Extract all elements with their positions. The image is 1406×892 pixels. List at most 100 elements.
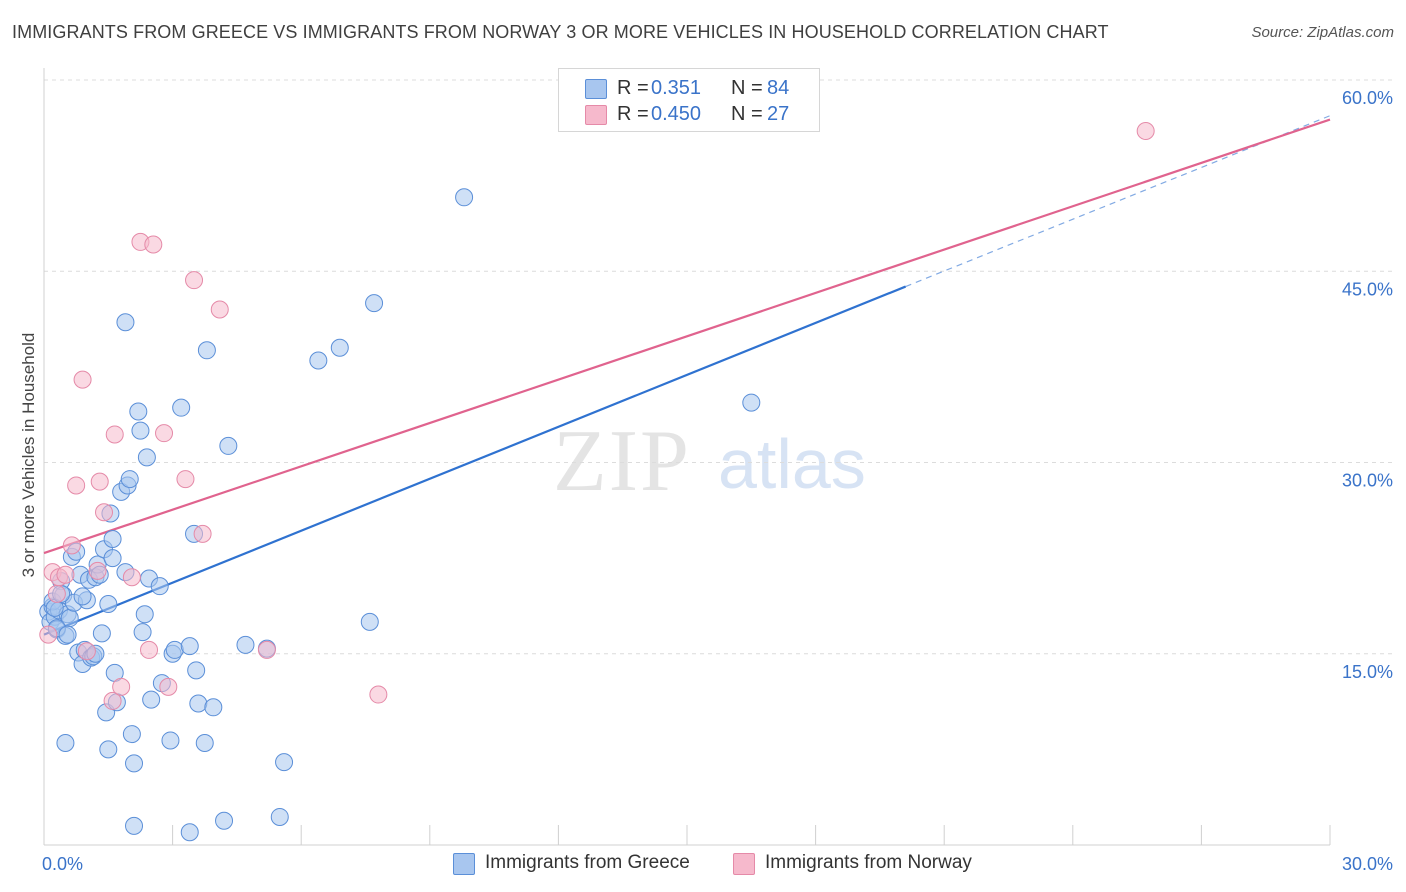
norway-point bbox=[112, 677, 131, 696]
norway-point bbox=[193, 524, 212, 543]
greece-point bbox=[116, 313, 135, 332]
norway-point bbox=[140, 640, 159, 659]
greece-point bbox=[133, 623, 152, 642]
greece-point bbox=[360, 612, 379, 631]
greece-point bbox=[125, 754, 144, 773]
norway-swatch bbox=[585, 105, 607, 125]
legend-norway-n-value: 27 bbox=[767, 103, 790, 125]
x-tick-label: 30.0% bbox=[1342, 854, 1393, 874]
greece-point bbox=[187, 661, 206, 680]
greece-point bbox=[197, 341, 216, 360]
greece-point bbox=[455, 188, 474, 207]
greece-point bbox=[99, 595, 118, 614]
norway-point bbox=[56, 565, 75, 584]
bottom-greece-swatch bbox=[453, 853, 475, 875]
norway-point bbox=[210, 300, 229, 319]
norway-point bbox=[144, 235, 163, 254]
greece-point bbox=[219, 436, 238, 455]
norway-point bbox=[62, 536, 81, 555]
legend-greece-r-label: R = bbox=[617, 77, 649, 99]
y-tick-label: 15.0% bbox=[1342, 662, 1393, 682]
norway-point bbox=[95, 503, 114, 522]
norway-point bbox=[90, 472, 109, 491]
greece-point bbox=[137, 448, 156, 467]
greece-point bbox=[204, 698, 223, 717]
tick-labels: 15.0% 30.0% 45.0% 60.0% 0.0% 30.0% bbox=[42, 88, 1393, 874]
greece-point bbox=[180, 823, 199, 842]
greece-point bbox=[99, 740, 118, 759]
legend-greece-n-label: N = bbox=[731, 77, 763, 99]
greece-point bbox=[122, 725, 141, 744]
legend-norway-r-label: R = bbox=[617, 103, 649, 125]
greece-point bbox=[56, 734, 75, 752]
norway-point bbox=[73, 370, 92, 389]
norway-point bbox=[155, 424, 174, 443]
watermark-atlas: atlas bbox=[718, 425, 866, 503]
greece-point bbox=[142, 690, 161, 709]
trend-lines bbox=[43, 115, 1331, 636]
norway-point bbox=[176, 470, 195, 489]
greece-point bbox=[150, 577, 169, 596]
bottom-norway-label: Immigrants from Norway bbox=[765, 852, 972, 873]
bottom-greece-label: Immigrants from Greece bbox=[485, 852, 690, 873]
stats-legend: R = 0.351 N = 84 R = 0.450 N = 27 bbox=[558, 68, 820, 132]
greece-point bbox=[103, 549, 122, 568]
greece-point bbox=[165, 640, 184, 659]
norway-point bbox=[47, 584, 66, 603]
y-axis-label: 3 or more Vehicles in Household bbox=[19, 333, 38, 578]
norway-point bbox=[257, 640, 276, 659]
y-tick-label: 45.0% bbox=[1342, 279, 1393, 299]
greece-point bbox=[742, 393, 761, 412]
greece-point bbox=[330, 338, 349, 357]
norway-point bbox=[1136, 122, 1155, 140]
axes bbox=[43, 68, 1331, 846]
legend-greece-n-value: 84 bbox=[767, 77, 790, 99]
norway-point bbox=[105, 425, 124, 444]
norway-trend-line bbox=[43, 118, 1331, 555]
greece-point bbox=[120, 470, 139, 489]
greece-point bbox=[125, 816, 144, 835]
norway-point bbox=[122, 568, 141, 587]
greece-point bbox=[236, 635, 255, 654]
greece-point bbox=[195, 734, 214, 752]
greece-point bbox=[161, 731, 180, 750]
greece-point bbox=[270, 807, 289, 826]
greece-point bbox=[180, 637, 199, 656]
chart-title: IMMIGRANTS FROM GREECE VS IMMIGRANTS FRO… bbox=[12, 22, 1109, 42]
greece-point bbox=[135, 605, 154, 624]
norway-point bbox=[77, 642, 96, 661]
norway-point bbox=[159, 677, 178, 696]
watermark: ZIP atlas bbox=[553, 413, 866, 510]
watermark-zip: ZIP bbox=[553, 413, 691, 510]
greece-point bbox=[309, 351, 328, 370]
greece-point bbox=[73, 587, 92, 606]
data-points bbox=[39, 122, 1155, 842]
y-tick-label: 60.0% bbox=[1342, 88, 1393, 108]
legend-norway-n-label: N = bbox=[731, 103, 763, 125]
greece-trend-line bbox=[43, 285, 907, 636]
greece-point bbox=[131, 421, 150, 440]
greece-point bbox=[275, 753, 294, 772]
greece-point bbox=[172, 398, 191, 417]
norway-point bbox=[185, 271, 204, 290]
greece-point bbox=[103, 530, 122, 548]
norway-point bbox=[88, 561, 107, 580]
x-tick-label: 0.0% bbox=[42, 854, 83, 874]
greece-point bbox=[92, 624, 111, 643]
greece-point bbox=[58, 625, 77, 644]
greece-point bbox=[365, 294, 384, 313]
y-tick-label: 30.0% bbox=[1342, 471, 1393, 491]
greece-point bbox=[129, 402, 148, 421]
chart-source: Source: ZipAtlas.com bbox=[1251, 24, 1394, 41]
norway-point bbox=[369, 685, 388, 704]
norway-point bbox=[103, 691, 122, 710]
greece-point bbox=[189, 694, 208, 713]
norway-point bbox=[67, 476, 86, 495]
greece-swatch bbox=[585, 79, 607, 99]
norway-point bbox=[39, 625, 58, 644]
legend-greece-r-value: 0.351 bbox=[651, 77, 702, 99]
bottom-norway-swatch bbox=[733, 853, 755, 875]
greece-point bbox=[215, 811, 234, 830]
legend-norway-r-value: 0.450 bbox=[651, 103, 702, 125]
